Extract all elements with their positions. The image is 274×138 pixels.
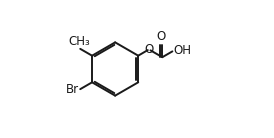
Text: O: O (144, 43, 153, 56)
Text: O: O (156, 30, 165, 43)
Text: CH₃: CH₃ (69, 35, 90, 48)
Text: Br: Br (66, 83, 79, 96)
Text: OH: OH (173, 44, 191, 57)
